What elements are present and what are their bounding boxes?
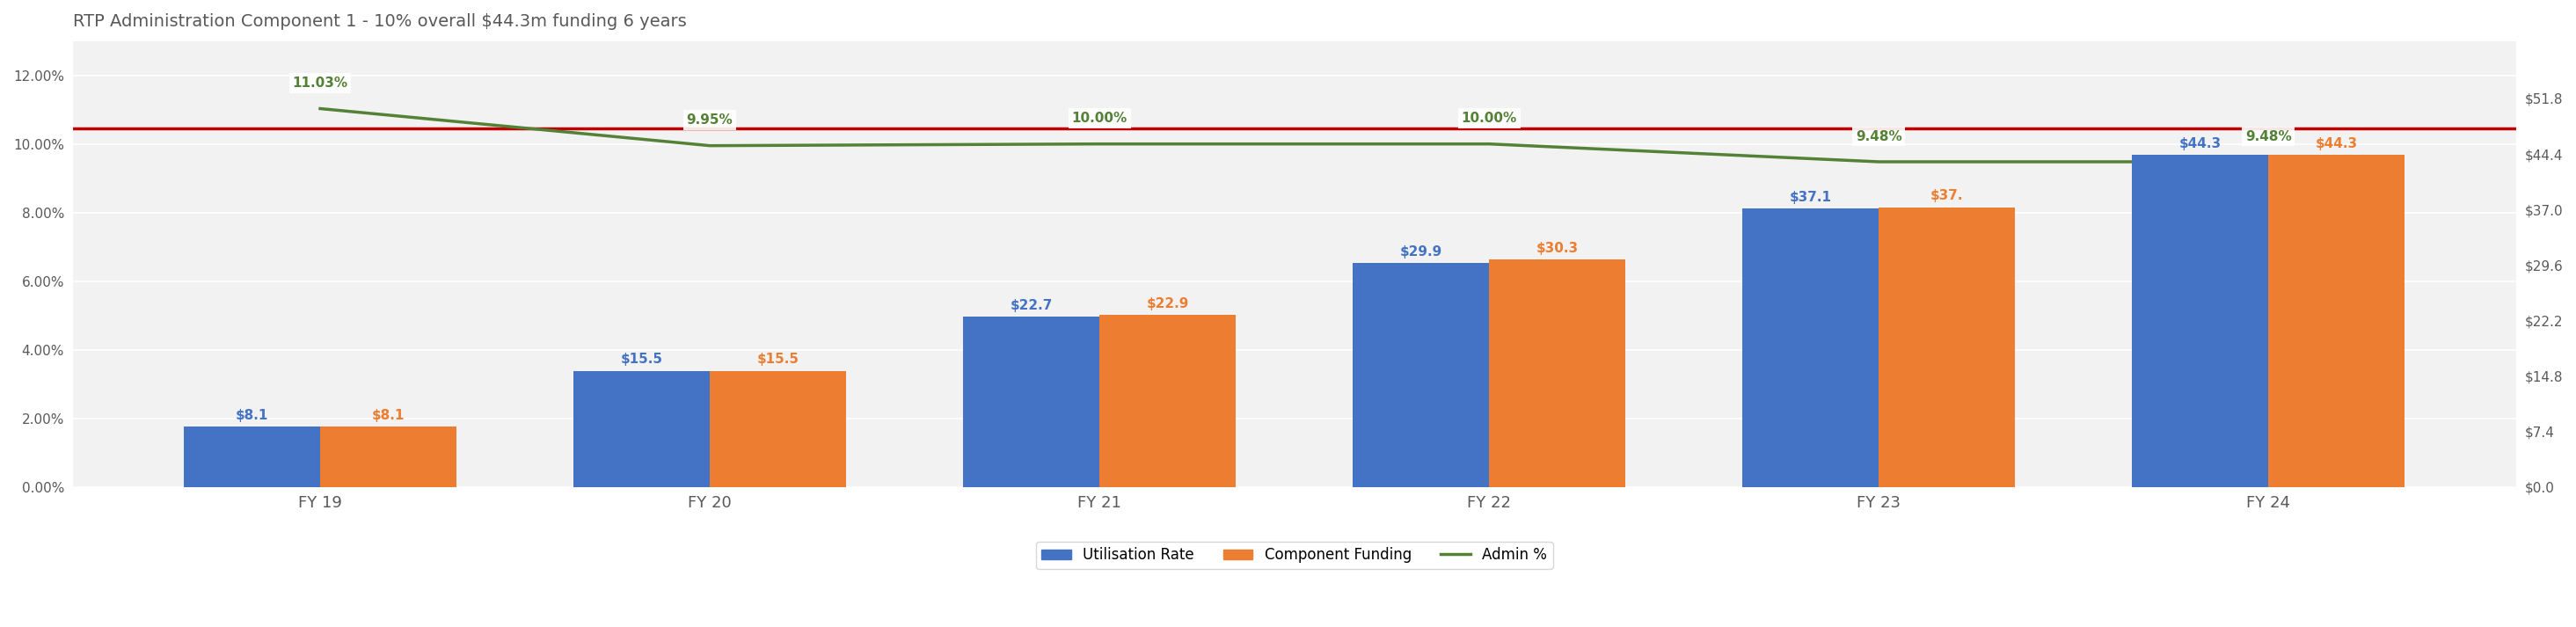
- Admin %: [2254, 158, 2285, 166]
- Text: $44.3: $44.3: [2316, 137, 2357, 150]
- Text: 9.95%: 9.95%: [688, 113, 734, 127]
- Bar: [1489, 260, 1625, 487]
- Admin %: [304, 105, 335, 112]
- Text: $22.9: $22.9: [1146, 297, 1190, 311]
- Text: 9.48%: 9.48%: [1855, 130, 1901, 143]
- Bar: [1100, 315, 1236, 487]
- Text: $29.9: $29.9: [1399, 245, 1443, 258]
- Text: $8.1: $8.1: [371, 409, 404, 422]
- Text: $37.1: $37.1: [1790, 191, 1832, 204]
- Text: RTP Administration Component 1 - 10% overall $44.3m funding 6 years: RTP Administration Component 1 - 10% ove…: [72, 13, 685, 30]
- Line: Admin %: Admin %: [319, 108, 2269, 162]
- Bar: [2269, 155, 2406, 487]
- Text: 9.48%: 9.48%: [2246, 130, 2293, 143]
- Text: $30.3: $30.3: [1535, 242, 1579, 255]
- Bar: [1878, 207, 2014, 487]
- Admin %: [1862, 158, 1893, 166]
- Text: $8.1: $8.1: [234, 409, 268, 422]
- Admin %: [696, 142, 726, 149]
- Bar: [574, 371, 711, 487]
- Bar: [2133, 155, 2269, 487]
- Bar: [963, 317, 1100, 487]
- Admin %: [1473, 140, 1504, 148]
- Text: $15.5: $15.5: [621, 353, 662, 366]
- Bar: [1741, 209, 1878, 487]
- Bar: [711, 371, 845, 487]
- Text: $37.: $37.: [1929, 189, 1963, 203]
- Text: 10.00%: 10.00%: [1461, 112, 1517, 125]
- Bar: [183, 426, 319, 487]
- Text: $44.3: $44.3: [2179, 137, 2221, 150]
- Bar: [1352, 263, 1489, 487]
- Admin %: [1084, 140, 1115, 148]
- Text: 10.00%: 10.00%: [1072, 112, 1128, 125]
- Bar: [319, 426, 456, 487]
- Text: $22.7: $22.7: [1010, 299, 1054, 312]
- Legend: Utilisation Rate, Component Funding, Admin %: Utilisation Rate, Component Funding, Adm…: [1036, 541, 1553, 569]
- Text: $15.5: $15.5: [757, 353, 799, 366]
- Text: 11.03%: 11.03%: [294, 76, 348, 90]
